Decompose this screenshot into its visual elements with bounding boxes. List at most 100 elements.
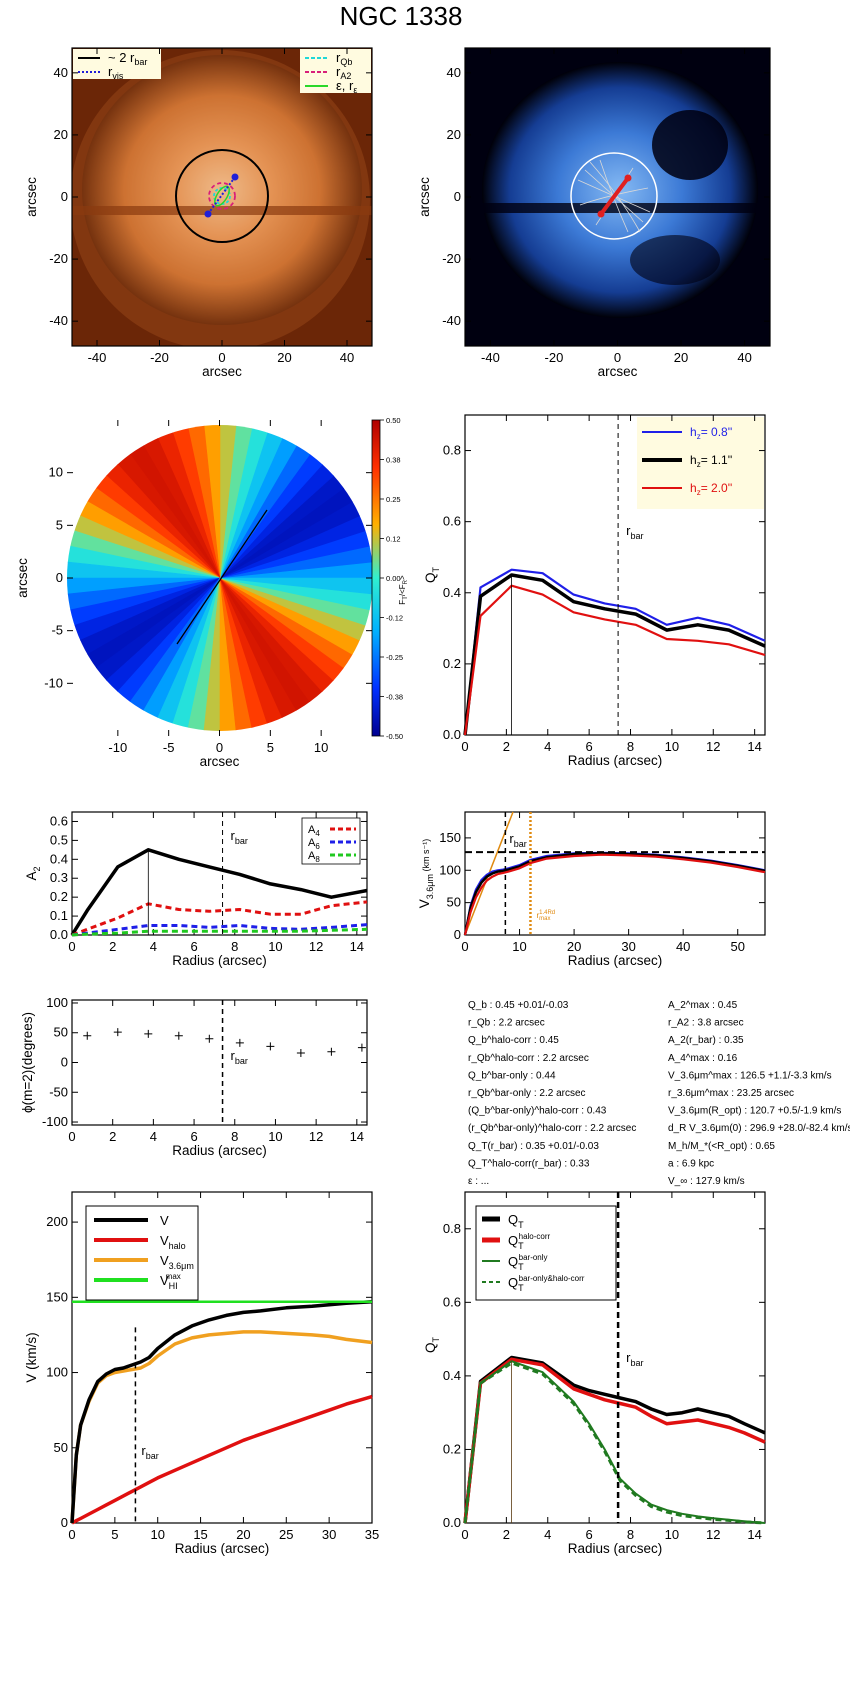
- y-tick-label: 50: [54, 1025, 68, 1040]
- x-tick-label: 0: [218, 350, 225, 365]
- y-axis-label: ϕ(m=2)(degrees): [20, 1012, 35, 1113]
- x-tick-label: 0: [68, 1527, 75, 1542]
- y-tick-label: -40: [442, 313, 461, 328]
- x-tick-label: 14: [747, 739, 761, 754]
- qthalo-series-line: [463, 1355, 766, 1524]
- qt-series-line: [463, 568, 766, 736]
- y-tick-label: 150: [439, 830, 461, 845]
- blue-hole: [630, 235, 720, 285]
- colorbar-label: FT/<FR>: [398, 575, 409, 605]
- x-tick-label: 50: [730, 939, 744, 954]
- legend-eps: ε, rε: [336, 78, 357, 95]
- qthalo-legend: QTQThalo-corrQTbar-onlyQTbar-only&halo-c…: [475, 1205, 617, 1301]
- phase-point: [266, 1042, 275, 1051]
- info-right-block: A_2^max : 0.45 r_A2 : 3.8 arcsec A_2(r_bar…: [668, 1000, 850, 1187]
- x-tick-label: 2: [503, 739, 510, 754]
- colorbar-tick-label: 0.00: [386, 574, 401, 583]
- phase-point: [144, 1029, 153, 1038]
- info-line: Q_b^bar-only : 0.44: [468, 1070, 556, 1081]
- y-tick-label: -20: [49, 251, 68, 266]
- x-tick-label: 10: [665, 1527, 679, 1542]
- x-axis-label: Radius (arcsec): [568, 953, 663, 968]
- y-tick-label: 0.4: [50, 851, 68, 866]
- vdecomp-series-line: [71, 1394, 373, 1525]
- info-line: d_R V_3.6μm(0) : 296.9 +28.0/-82.4 km/s/…: [668, 1123, 850, 1134]
- rbar-label: rbar: [141, 1443, 158, 1461]
- colorbar-tick-label: -0.12: [386, 614, 403, 623]
- y-axis-label: QT: [423, 566, 441, 583]
- x-tick-label: 10: [268, 939, 282, 954]
- info-line: V_3.6μm(R_opt) : 120.7 +0.5/-1.9 km/s: [668, 1106, 841, 1117]
- x-tick-label: 4: [150, 939, 157, 954]
- info-line: A_2(r_bar) : 0.35: [668, 1035, 744, 1046]
- x-tick-label: 4: [150, 1129, 157, 1144]
- y-tick-label: 0.6: [50, 813, 68, 828]
- colorbar-tick-label: 0.38: [386, 456, 401, 465]
- axes-frame: [71, 811, 368, 936]
- phase-point: [327, 1047, 336, 1056]
- qthalo-series-line: [463, 1361, 766, 1525]
- y-tick-label: 0.2: [443, 656, 461, 671]
- x-tick-label: 20: [674, 350, 688, 365]
- axes-frame: [464, 1191, 766, 1524]
- y-tick-label: 200: [46, 1214, 68, 1229]
- axes-frame: [71, 1191, 373, 1524]
- axes-frame: [464, 414, 766, 736]
- panel-force-map: 0.50 0.38 0.25 0.12 0.00 -0.12 -0.25 -0.38 -0.50…: [67, 416, 409, 741]
- colorbar-ticks: 0.50 0.38 0.25 0.12 0.00 -0.12 -0.25 -0.38 -0.50: [380, 416, 403, 741]
- phase-point: [113, 1028, 122, 1037]
- legend-box-left: [73, 49, 161, 79]
- vdecomp-series-line: [70, 1300, 373, 1524]
- x-axis-label: arcsec: [598, 364, 638, 379]
- x-axis-label: Radius (arcsec): [172, 953, 267, 968]
- y-tick-label: -40: [49, 313, 68, 328]
- x-tick-label: 4: [544, 739, 551, 754]
- panel-orange-image: ~ 2 rbar rvis rQb rA2 ε, rε: [72, 48, 372, 346]
- vdecomp-legend-label: VHImax: [160, 1272, 181, 1291]
- colorbar-tick-label: 0.50: [386, 416, 401, 425]
- y-tick-label: 150: [46, 1289, 68, 1304]
- x-tick-label: 14: [350, 1129, 364, 1144]
- x-tick-label: 25: [279, 1527, 293, 1542]
- x-axis-label: arcsec: [200, 754, 240, 769]
- x-tick-label: 30: [621, 939, 635, 954]
- y-tick-label: 20: [447, 127, 461, 142]
- x-tick-label: 6: [586, 739, 593, 754]
- y-tick-label: -20: [442, 251, 461, 266]
- y-tick-label: 20: [54, 127, 68, 142]
- axes-frame: [464, 811, 766, 936]
- x-tick-label: -20: [150, 350, 169, 365]
- y-tick-label: 10: [49, 465, 63, 480]
- y-tick-label: 0: [61, 189, 68, 204]
- y-axis-label: A2: [24, 866, 42, 880]
- x-tick-label: 6: [190, 939, 197, 954]
- x-axis-label: arcsec: [202, 364, 242, 379]
- axes-Fourier-amplitudes: 0 2 4 6 8 10 12 14 0.0 0.1 0.2 0.3 0.4 0.5 0.6 Radius (…: [24, 811, 368, 968]
- blue-circle: [570, 152, 658, 240]
- info-line: ε : ...: [468, 1176, 489, 1187]
- phase-point: [296, 1048, 305, 1057]
- info-line: V_∞ : 127.9 km/s: [668, 1176, 745, 1187]
- circle-ra2: [208, 182, 236, 210]
- x-tick-label: 15: [193, 1527, 207, 1542]
- vdecomp-legend-label: V: [160, 1213, 169, 1228]
- force-map-wedges: [67, 425, 373, 731]
- x-tick-label: 8: [627, 739, 634, 754]
- x-axis-label: Radius (arcsec): [172, 1143, 267, 1158]
- y-tick-label: 40: [54, 65, 68, 80]
- y-tick-label: 50: [54, 1440, 68, 1455]
- axes-tangential-to-radial-force-ratio-map: -10 -5 0 5 10 -10 -5 0 5 10 arcsec arcsec: [15, 420, 372, 769]
- y-tick-label: 0.1: [50, 908, 68, 923]
- y-tick-label: -10: [44, 675, 63, 690]
- x-tick-label: 4: [544, 1527, 551, 1542]
- x-tick-label: 0: [461, 739, 468, 754]
- rbar-label: rbar: [626, 523, 643, 541]
- y-tick-label: 0.6: [443, 1294, 461, 1309]
- a2-series-line: [70, 848, 368, 936]
- phase-point: [83, 1031, 92, 1040]
- x-tick-label: 5: [267, 740, 274, 755]
- axes-Q_T-with-halo-correction: 0 2 4 6 8 10 12 14 0.0 0.2 0.4 0.6 0.8 Radius (arcsec…: [423, 1191, 766, 1556]
- colorbar: [371, 419, 381, 737]
- y-tick-label: 0.2: [50, 889, 68, 904]
